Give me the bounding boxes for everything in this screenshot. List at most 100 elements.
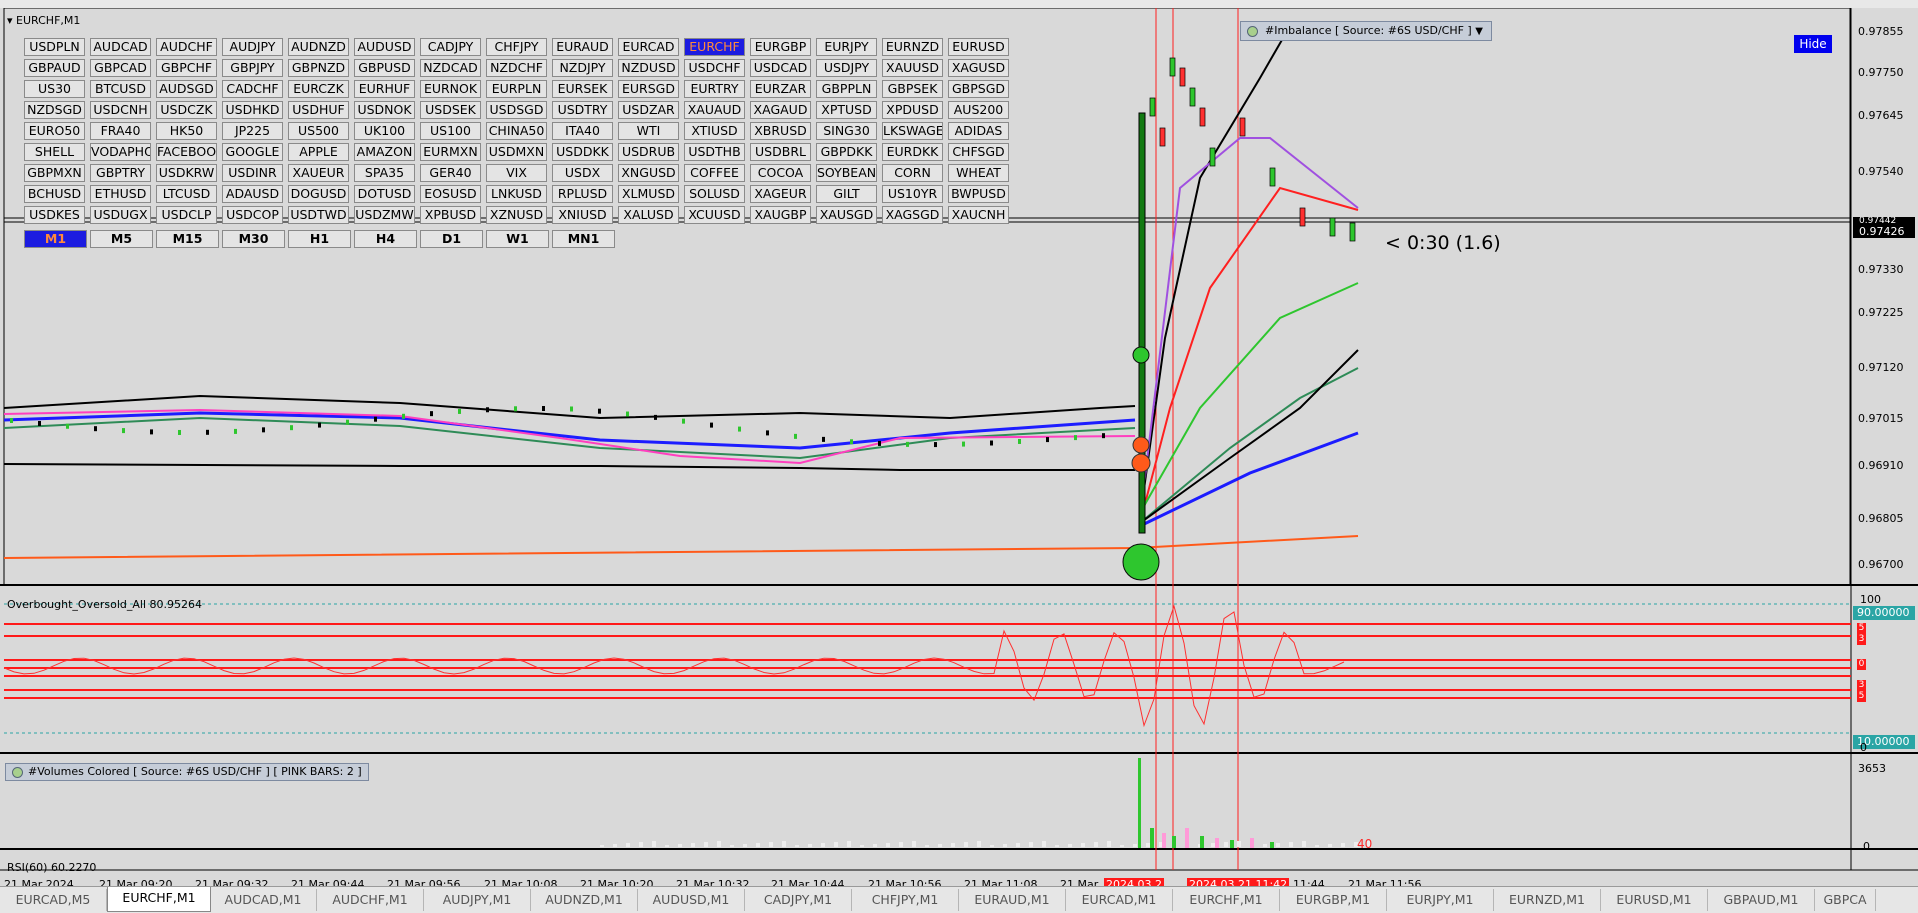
volumes-indicator-label[interactable]: #Volumes Colored [ Source: #6S USD/CHF ]…	[5, 763, 369, 781]
symbol-button-dogusd[interactable]: DOGUSD	[288, 185, 349, 203]
timeframe-button-m1[interactable]: M1	[24, 230, 87, 248]
symbol-button-solusd[interactable]: SOLUSD	[684, 185, 745, 203]
symbol-button-ethusd[interactable]: ETHUSD	[90, 185, 151, 203]
symbol-button-xagsgd[interactable]: XAGSGD	[882, 206, 943, 224]
symbol-button-google[interactable]: GOOGLE	[222, 143, 283, 161]
symbol-button-eurnzd[interactable]: EURNZD	[882, 38, 943, 56]
symbol-button-eurzar[interactable]: EURZAR	[750, 80, 811, 98]
symbol-button-ita40[interactable]: ITA40	[552, 122, 613, 140]
symbol-button-jp225[interactable]: JP225	[222, 122, 283, 140]
symbol-button-nzdcad[interactable]: NZDCAD	[420, 59, 481, 77]
symbol-button-lnkusd[interactable]: LNKUSD	[486, 185, 547, 203]
symbol-button-xaugbp[interactable]: XAUGBP	[750, 206, 811, 224]
timeframe-button-h1[interactable]: H1	[288, 230, 351, 248]
symbol-button-vodaphone[interactable]: VODAPHONE	[90, 143, 151, 161]
symbol-button-eursek[interactable]: EURSEK	[552, 80, 613, 98]
timeframe-button-m15[interactable]: M15	[156, 230, 219, 248]
symbol-button-facebook[interactable]: FACEBOOK	[156, 143, 217, 161]
symbol-button-usdrub[interactable]: USDRUB	[618, 143, 679, 161]
symbol-button-usdsgd[interactable]: USDSGD	[486, 101, 547, 119]
symbol-button-usdzar[interactable]: USDZAR	[618, 101, 679, 119]
chart-tab[interactable]: CADJPY,M1	[745, 889, 852, 911]
symbol-button-usdsek[interactable]: USDSEK	[420, 101, 481, 119]
chart-tab[interactable]: EURNZD,M1	[1494, 889, 1601, 911]
symbol-button-usdbrl[interactable]: USDBRL	[750, 143, 811, 161]
symbol-button-eurczk[interactable]: EURCZK	[288, 80, 349, 98]
symbol-button-xauaud[interactable]: XAUAUD	[684, 101, 745, 119]
symbol-button-usdpln[interactable]: USDPLN	[24, 38, 85, 56]
symbol-button-eosusd[interactable]: EOSUSD	[420, 185, 481, 203]
symbol-button-usdzmw[interactable]: USDZMW	[354, 206, 415, 224]
symbol-button-eurchf[interactable]: EURCHF	[684, 38, 745, 56]
symbol-button-eurnok[interactable]: EURNOK	[420, 80, 481, 98]
chart-tab[interactable]: EURCHF,M1	[107, 887, 211, 912]
symbol-button-eurusd[interactable]: EURUSD	[948, 38, 1009, 56]
symbol-button-usdx[interactable]: USDX	[552, 164, 613, 182]
chevron-down-icon[interactable]: ▼	[1475, 26, 1483, 37]
symbol-button-audnzd[interactable]: AUDNZD	[288, 38, 349, 56]
symbol-button-audsgd[interactable]: AUDSGD	[156, 80, 217, 98]
symbol-button-audusd[interactable]: AUDUSD	[354, 38, 415, 56]
symbol-button-bchusd[interactable]: BCHUSD	[24, 185, 85, 203]
symbol-button-gbpsek[interactable]: GBPSEK	[882, 80, 943, 98]
symbol-button-gbpusd[interactable]: GBPUSD	[354, 59, 415, 77]
symbol-button-gbpaud[interactable]: GBPAUD	[24, 59, 85, 77]
timeframe-button-d1[interactable]: D1	[420, 230, 483, 248]
symbol-button-usdkrw[interactable]: USDKRW	[156, 164, 217, 182]
symbol-button-xcuusd[interactable]: XCUUSD	[684, 206, 745, 224]
symbol-button-coffee[interactable]: COFFEE	[684, 164, 745, 182]
symbol-button-usdclp[interactable]: USDCLP	[156, 206, 217, 224]
symbol-button-audchf[interactable]: AUDCHF	[156, 38, 217, 56]
symbol-button-cadchf[interactable]: CADCHF	[222, 80, 283, 98]
symbol-button-shell[interactable]: SHELL	[24, 143, 85, 161]
symbol-button-spa35[interactable]: SPA35	[354, 164, 415, 182]
symbol-button-usdhkd[interactable]: USDHKD	[222, 101, 283, 119]
symbol-button-eurdkk[interactable]: EURDKK	[882, 143, 943, 161]
timeframe-button-m30[interactable]: M30	[222, 230, 285, 248]
symbol-button-usdchf[interactable]: USDCHF	[684, 59, 745, 77]
symbol-button-eurtry[interactable]: EURTRY	[684, 80, 745, 98]
hide-button[interactable]: Hide	[1794, 35, 1832, 53]
chart-tab[interactable]: EURCAD,M5	[0, 889, 107, 911]
symbol-button-xagusd[interactable]: XAGUSD	[948, 59, 1009, 77]
chart-tab[interactable]: GBPAUD,M1	[1708, 889, 1815, 911]
symbol-button-xptusd[interactable]: XPTUSD	[816, 101, 877, 119]
timeframe-button-mn1[interactable]: MN1	[552, 230, 615, 248]
symbol-button-chfjpy[interactable]: CHFJPY	[486, 38, 547, 56]
symbol-button-nzdusd[interactable]: NZDUSD	[618, 59, 679, 77]
symbol-button-usdugx[interactable]: USDUGX	[90, 206, 151, 224]
symbol-button-us30[interactable]: US30	[24, 80, 85, 98]
symbol-button-gbpsgd[interactable]: GBPSGD	[948, 80, 1009, 98]
symbol-button-xznusd[interactable]: XZNUSD	[486, 206, 547, 224]
symbol-button-soybeans[interactable]: SOYBEANS	[816, 164, 877, 182]
symbol-button-gbpnzd[interactable]: GBPNZD	[288, 59, 349, 77]
symbol-button-us100[interactable]: US100	[420, 122, 481, 140]
symbol-button-xniusd[interactable]: XNIUSD	[552, 206, 613, 224]
symbol-button-xagaud[interactable]: XAGAUD	[750, 101, 811, 119]
symbol-button-eurpln[interactable]: EURPLN	[486, 80, 547, 98]
symbol-button-cadjpy[interactable]: CADJPY	[420, 38, 481, 56]
symbol-button-usdthb[interactable]: USDTHB	[684, 143, 745, 161]
symbol-button-aus200[interactable]: AUS200	[948, 101, 1009, 119]
symbol-button-xaucnh[interactable]: XAUCNH	[948, 206, 1009, 224]
chart-window[interactable]: ▾ EURCHF,M1 USDPLN AUDCAD AUDCHF AUDJPY AUDN…	[0, 8, 1918, 891]
imbalance-indicator-label[interactable]: #Imbalance [ Source: #6S USD/CHF ] ▼	[1240, 21, 1492, 41]
symbol-button-eurcad[interactable]: EURCAD	[618, 38, 679, 56]
symbol-button-xtiusd[interactable]: XTIUSD	[684, 122, 745, 140]
symbol-button-ger40[interactable]: GER40	[420, 164, 481, 182]
symbol-button-bwpusd[interactable]: BWPUSD	[948, 185, 1009, 203]
symbol-button-lkswagen[interactable]: LKSWAGEN	[882, 122, 943, 140]
symbol-button-dotusd[interactable]: DOTUSD	[354, 185, 415, 203]
symbol-button-nzdsgd[interactable]: NZDSGD	[24, 101, 85, 119]
symbol-button-xaueur[interactable]: XAUEUR	[288, 164, 349, 182]
symbol-button-usdcad[interactable]: USDCAD	[750, 59, 811, 77]
chart-tab[interactable]: AUDJPY,M1	[424, 889, 531, 911]
chart-canvas[interactable]	[0, 8, 1918, 886]
symbol-button-xpbusd[interactable]: XPBUSD	[420, 206, 481, 224]
chart-tab[interactable]: AUDUSD,M1	[638, 889, 745, 911]
symbol-button-gbpjpy[interactable]: GBPJPY	[222, 59, 283, 77]
chart-tab[interactable]: EURCAD,M1	[1066, 889, 1173, 911]
chart-tab[interactable]: EURJPY,M1	[1387, 889, 1494, 911]
symbol-button-usddkk[interactable]: USDDKK	[552, 143, 613, 161]
symbol-button-wheat[interactable]: WHEAT	[948, 164, 1009, 182]
